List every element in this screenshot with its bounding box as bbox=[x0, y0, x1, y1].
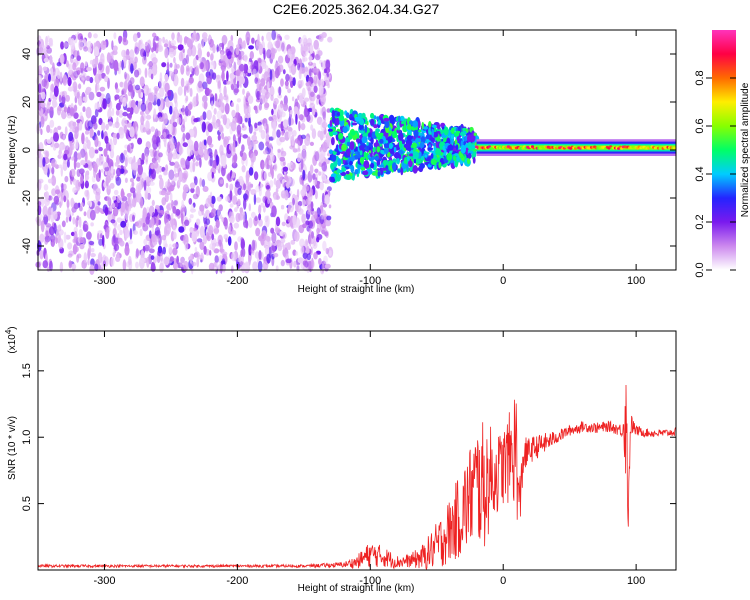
x-tick-label: 0 bbox=[500, 275, 506, 287]
x-tick-label: 100 bbox=[627, 275, 645, 287]
x-tick-label: -100 bbox=[359, 275, 381, 287]
y-tick-label: 1.0 bbox=[21, 430, 33, 445]
colorbar-gradient bbox=[712, 30, 736, 270]
snr-xlabel: Height of straight line (km) bbox=[298, 583, 415, 594]
spectrogram-xlabel: Height of straight line (km) bbox=[298, 284, 415, 295]
svg-text:(x104): (x104) bbox=[4, 326, 18, 353]
y-tick-label: 20 bbox=[21, 96, 33, 108]
x-tick-label: 100 bbox=[627, 575, 645, 587]
snr-axes: -300 -200 -100 0 100 0.5 1.0 1.5 bbox=[21, 330, 677, 587]
colorbar-tick-label: 0.2 bbox=[694, 214, 706, 229]
y-tick-label: 0.5 bbox=[21, 496, 33, 511]
snr-line bbox=[38, 384, 676, 570]
figure-title: C2E6.2025.362.04.34.G27 bbox=[273, 1, 440, 17]
colorbar-label: Normalized spectral amplitude bbox=[740, 82, 750, 217]
y-tick-label: 0 bbox=[21, 147, 33, 153]
snr-ylabel: SNR (10 * v/v) bbox=[7, 416, 18, 480]
colorbar-ticks: 0.0 0.2 0.4 0.6 0.8 bbox=[694, 70, 736, 278]
y-tick-label: -20 bbox=[21, 190, 33, 206]
colorbar-tick-label: 0.6 bbox=[694, 118, 706, 133]
y-tick-label: 1.5 bbox=[21, 363, 33, 378]
snr-multiplier-exp: 4 bbox=[4, 329, 13, 334]
snr-multiplier-base: (x10 bbox=[7, 334, 18, 354]
x-tick-label: -200 bbox=[226, 275, 248, 287]
y-tick-label: 40 bbox=[21, 48, 33, 60]
colorbar-tick-label: 0.0 bbox=[694, 262, 706, 277]
spectrogram-ylabel: Frequency (Hz) bbox=[7, 116, 18, 185]
x-tick-label: -300 bbox=[93, 275, 115, 287]
spectrogram-image bbox=[35, 29, 677, 276]
snr-series bbox=[38, 384, 676, 570]
x-tick-label: -100 bbox=[359, 575, 381, 587]
snr-panel: -300 -200 -100 0 100 0.5 1.0 1.5 Height of stra… bbox=[4, 326, 677, 594]
x-tick-label: -300 bbox=[93, 575, 115, 587]
colorbar-tick-label: 0.8 bbox=[694, 70, 706, 85]
colorbar-tick-label: 0.4 bbox=[694, 166, 706, 181]
snr-multiplier: (x104) bbox=[4, 326, 18, 353]
y-tick-label: -40 bbox=[21, 238, 33, 254]
x-tick-label: 0 bbox=[500, 575, 506, 587]
colorbar: 0.0 0.2 0.4 0.6 0.8 Normalized spectral ampl… bbox=[694, 30, 750, 278]
x-tick-label: -200 bbox=[226, 575, 248, 587]
